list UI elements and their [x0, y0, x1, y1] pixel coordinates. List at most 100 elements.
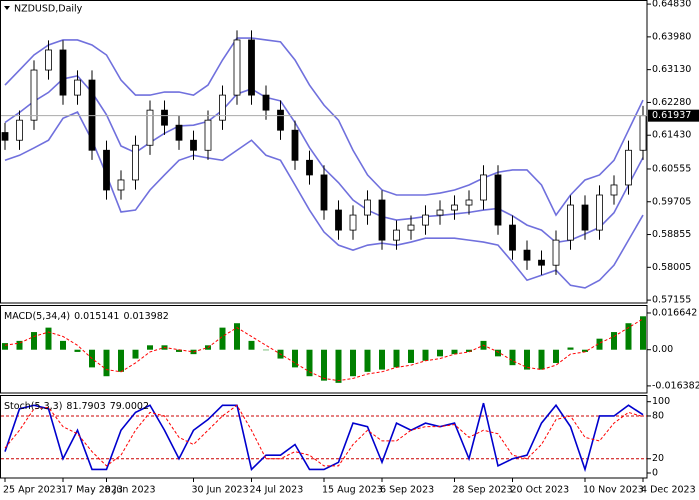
candle-body [190, 139, 197, 151]
candle-body [436, 209, 444, 216]
histogram-bar [437, 349, 443, 357]
candle-body [277, 109, 284, 131]
indicator-title: Stoch(5,3,3) 81.7903 79.0002 [4, 401, 149, 412]
indicator-value: 79.0002 [110, 401, 149, 412]
candle-body [407, 224, 415, 231]
x-tick-label: 28 Sep 2023 [453, 485, 513, 496]
histogram-bar [103, 349, 110, 377]
x-tick-label: 4 Dec 2023 [641, 485, 696, 496]
y-tick-label: 0 [652, 468, 658, 479]
candle-body [219, 94, 226, 121]
price-box [648, 109, 699, 122]
candle-body [248, 39, 255, 96]
histogram-bar [60, 340, 66, 350]
y-tick-label: -0.016382 [652, 380, 699, 391]
series-line [4, 402, 644, 473]
indicator-name: Stoch(5,3,3) [4, 401, 62, 412]
histogram-bar [408, 349, 414, 363]
histogram-bar [567, 347, 574, 350]
candle-body [88, 79, 96, 151]
histogram-bar [31, 332, 37, 350]
histogram-bar [292, 349, 298, 368]
candle-body [625, 149, 632, 186]
candle-body [175, 124, 183, 141]
histogram-bar [538, 349, 545, 370]
histogram-bar [306, 349, 313, 377]
candle-body [581, 204, 589, 231]
candle-body [335, 209, 342, 231]
series-line [4, 404, 644, 467]
candle-body [16, 119, 23, 141]
indicator-name: MACD(5,34,4) [4, 311, 70, 322]
candle-body [610, 184, 618, 196]
histogram-bar [509, 349, 516, 366]
indicator-value: 0.013982 [123, 311, 168, 322]
histogram-bar [147, 345, 153, 350]
histogram-bar [379, 349, 385, 370]
y-tick-label: 0.62280 [652, 97, 691, 108]
x-tick-label: 20 Oct 2023 [511, 485, 570, 496]
histogram-bar [176, 349, 182, 352]
x-tick-label: 15 Aug 2023 [322, 485, 383, 496]
y-tick-label: 0.64830 [652, 0, 691, 10]
histogram-bar [45, 327, 52, 350]
candle-body [233, 39, 241, 96]
x-tick-label: 8 Jun 2023 [105, 485, 156, 496]
y-tick-label: 80 [652, 410, 664, 421]
y-tick-label: 0.57155 [652, 295, 691, 306]
x-tick-label: 6 Sep 2023 [380, 485, 434, 496]
histogram-bar [393, 349, 400, 368]
symbol-icon [4, 6, 10, 10]
y-tick-label: 0.63130 [652, 64, 691, 75]
candle-body [596, 194, 603, 231]
candle-body [378, 199, 386, 241]
candle-body [465, 199, 473, 206]
histogram-bar [625, 323, 632, 350]
candle-body [509, 224, 516, 251]
candle-body [74, 79, 81, 96]
candle-body [552, 239, 560, 266]
x-tick-label: 30 Jun 2023 [192, 485, 249, 496]
candle-body [59, 49, 67, 96]
histogram-bar [74, 349, 81, 352]
candle-body [393, 229, 400, 241]
histogram-bar [132, 349, 139, 359]
histogram-bar [364, 349, 371, 372]
current-price: 0.61937 [652, 110, 691, 121]
series-line [4, 111, 644, 289]
histogram-bar [234, 323, 240, 350]
candle-body [567, 204, 574, 241]
histogram-bar [118, 349, 124, 372]
y-tick-label: 0.016642 [652, 307, 697, 318]
candle-body [523, 249, 531, 261]
y-tick-label: 0.58005 [652, 262, 691, 273]
histogram-bar [335, 349, 342, 383]
candle-body [451, 204, 458, 211]
x-tick-label: 17 May 2023 [61, 485, 123, 496]
candle-body [422, 214, 429, 226]
candle-body [146, 109, 154, 146]
candle-body [349, 214, 357, 231]
indicator-value: 0.015141 [74, 311, 119, 322]
candle-body [103, 149, 110, 191]
candle-body [161, 109, 168, 126]
candle-body [204, 119, 212, 151]
candle-body [320, 174, 328, 211]
y-tick-label: 0.60555 [652, 163, 691, 174]
x-tick-label: 25 Apr 2023 [3, 485, 62, 496]
candle-body [132, 144, 139, 181]
histogram-bar [596, 338, 603, 350]
candle-body [480, 174, 487, 201]
x-tick-label: 24 Jul 2023 [250, 485, 304, 496]
histogram-bar [611, 332, 617, 350]
candle-body [1, 132, 9, 141]
y-tick-label: 0.00 [652, 344, 673, 355]
y-tick-label: 0.59705 [652, 196, 691, 207]
y-tick-label: 0.63980 [652, 31, 691, 42]
candle-body [291, 129, 299, 161]
price-panel [0, 0, 648, 304]
series-line [4, 318, 644, 382]
candle-body [364, 199, 371, 216]
histogram-bar [16, 340, 23, 350]
